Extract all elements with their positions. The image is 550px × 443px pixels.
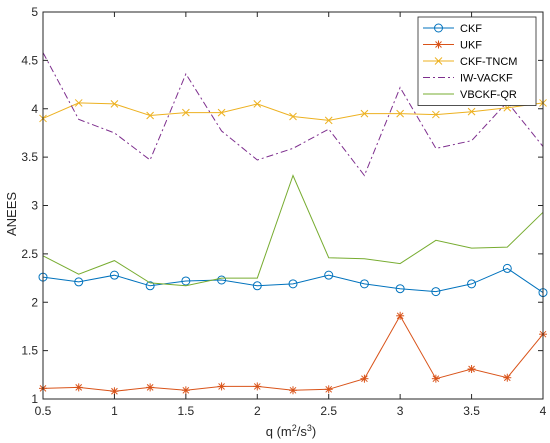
y-tick-label: 1 <box>31 392 38 406</box>
y-tick-label: 2 <box>31 295 38 309</box>
data-point-ckf-tncm <box>396 109 404 118</box>
data-point-ckf-tncm <box>360 109 369 118</box>
plot-area <box>38 52 548 396</box>
x-tick-label: 4 <box>540 404 547 418</box>
y-tick-label: 1.5 <box>21 344 38 358</box>
series-line-iw-vackf <box>42 52 544 177</box>
legend-marker-ukf <box>434 40 443 49</box>
data-point-ckf-tncm <box>289 112 297 121</box>
x-tick-label: 3.5 <box>463 404 480 418</box>
data-point-ckf <box>359 279 369 289</box>
data-point-ckf <box>431 287 441 297</box>
series-line-vbckf-qr <box>42 174 544 287</box>
y-tick-label: 4.5 <box>21 53 38 67</box>
data-point-ukf <box>74 383 83 392</box>
data-point-ckf <box>181 276 191 286</box>
y-tick-label: 5 <box>31 5 38 19</box>
y-tick-labels: 1 1.5 2 2.5 3 3.5 4 4.5 5 <box>21 5 38 406</box>
series-iw-vackf <box>42 52 544 177</box>
x-tick-label: 2 <box>254 404 261 418</box>
data-point-ckf-tncm <box>146 111 154 120</box>
data-point-ckf <box>467 279 477 289</box>
y-tick-label: 3 <box>31 199 38 213</box>
data-point-ckf <box>502 263 512 273</box>
data-point-ckf-tncm <box>110 100 119 108</box>
legend-entry-ckf: CKF <box>423 23 482 35</box>
data-point-ckf-tncm <box>182 108 190 117</box>
axes <box>42 11 544 400</box>
data-point-ukf <box>289 386 297 395</box>
legend-label-ckf: CKF <box>460 23 482 35</box>
legend: CKF UKF CKF-TNCM IW-VACKF VBCKF-QR <box>417 16 537 106</box>
legend-entry-ckf-tncm: CKF-TNCM <box>423 56 517 68</box>
data-point-ukf <box>181 386 190 395</box>
x-tick-label: 0.5 <box>35 404 52 418</box>
legend-label-ckf-tncm: CKF-TNCM <box>460 56 517 68</box>
data-point-ukf <box>431 374 440 383</box>
data-point-ukf <box>467 365 476 374</box>
legend-marker-ckf-tncm <box>434 57 443 65</box>
data-point-ckf-tncm <box>324 116 333 125</box>
data-point-ckf <box>145 281 155 291</box>
data-point-ckf-tncm <box>467 107 476 116</box>
y-tick-label: 3.5 <box>21 150 38 164</box>
legend-label-vbckf-qr: VBCKF-QR <box>460 89 517 101</box>
data-point-ckf-tncm <box>432 110 440 119</box>
legend-entry-ukf: UKF <box>423 40 482 52</box>
data-point-ckf <box>74 277 84 287</box>
data-point-ckf <box>324 270 334 280</box>
data-point-ukf <box>253 382 262 391</box>
x-tick-label: 2.5 <box>320 404 337 418</box>
data-point-ukf <box>217 382 226 391</box>
data-point-ckf-tncm <box>217 108 226 117</box>
series-line-ckf <box>42 267 544 294</box>
x-tick-label: 3 <box>397 404 404 418</box>
data-point-ckf <box>109 270 119 280</box>
data-point-ukf <box>110 387 119 396</box>
legend-entry-vbckf-qr: VBCKF-QR <box>423 89 517 101</box>
data-point-ckf <box>217 275 227 285</box>
legend-marker-ckf <box>434 23 443 33</box>
y-axis-label: ANEES <box>4 192 19 236</box>
x-tick-label: 1 <box>111 404 118 418</box>
x-tick-labels: 0.5 1 1.5 2 2.5 3 3.5 4 <box>35 404 547 418</box>
x-axis-label: q (m2/s3) <box>266 423 317 439</box>
data-point-ukf <box>360 374 369 383</box>
legend-entry-iw-vackf: IW-VACKF <box>423 73 513 85</box>
legend-label-iw-vackf: IW-VACKF <box>460 73 513 85</box>
data-point-ckf <box>288 279 298 289</box>
data-point-ukf <box>396 311 405 320</box>
y-tick-label: 4 <box>31 102 38 116</box>
legend-label-ukf: UKF <box>460 40 482 52</box>
data-point-ukf <box>503 373 512 382</box>
data-point-ukf <box>146 383 155 392</box>
data-point-ckf-tncm <box>74 99 83 107</box>
data-point-ukf <box>324 385 333 394</box>
x-tick-label: 1.5 <box>178 404 195 418</box>
data-point-ckf-tncm <box>253 100 262 108</box>
series-vbckf-qr <box>42 174 544 287</box>
data-point-ckf <box>395 284 405 294</box>
data-point-ckf <box>252 281 262 291</box>
y-tick-label: 2.5 <box>21 247 38 261</box>
